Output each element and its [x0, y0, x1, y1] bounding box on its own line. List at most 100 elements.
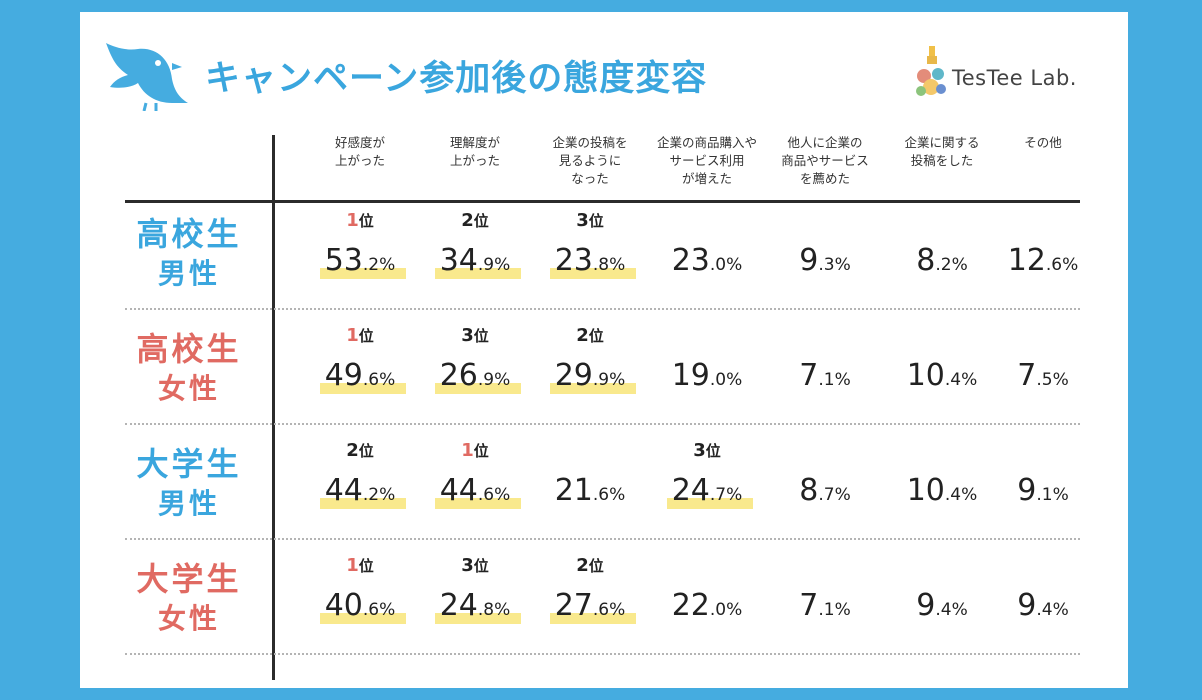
rank-label: 1位	[290, 210, 430, 231]
rank-highlight	[320, 268, 406, 279]
percent-decimal: .8%	[477, 600, 511, 620]
column-header-line: が増えた	[681, 171, 732, 186]
rank-suffix: 位	[358, 442, 374, 460]
percent-value: 24.7%	[637, 473, 777, 513]
percent-decimal: .6%	[592, 600, 626, 620]
percent-value: 9.1%	[973, 473, 1113, 513]
rank-suffix: 位	[473, 212, 489, 230]
percent-integer: 34	[439, 243, 478, 278]
percent-integer: 7	[1017, 358, 1037, 393]
rank-highlight	[550, 613, 636, 624]
column-header: 理解度が 上がった	[415, 134, 535, 170]
rank-number: 3	[461, 555, 474, 576]
percent-value: 7.5%	[973, 358, 1113, 398]
rank-number: 1	[461, 440, 474, 461]
percent-integer: 23	[554, 243, 593, 278]
percent-value: 24.8%	[405, 588, 545, 628]
row-header-divider	[272, 135, 275, 680]
rank-label: 2位	[290, 440, 430, 461]
percent-integer: 44	[439, 473, 478, 508]
rank-number: 2	[576, 325, 589, 346]
percent-decimal: .0%	[709, 255, 743, 275]
column-header: その他	[983, 134, 1103, 152]
percent-decimal: .6%	[362, 370, 396, 390]
column-header-line: その他	[1024, 135, 1062, 150]
percent-decimal: .6%	[362, 600, 396, 620]
row-separator	[125, 538, 1080, 540]
column-header: 他人に企業の 商品やサービス を薦めた	[765, 134, 885, 188]
percent-decimal: .0%	[709, 370, 743, 390]
rank-highlight	[667, 498, 753, 509]
percent-value: 29.9%	[520, 358, 660, 398]
percent-integer: 7	[799, 588, 819, 623]
rank-number: 1	[346, 325, 359, 346]
percent-value: 23.0%	[637, 243, 777, 283]
rank-suffix: 位	[358, 327, 374, 345]
percent-integer: 12	[1007, 243, 1046, 278]
percent-value: 27.6%	[520, 588, 660, 628]
row-separator	[125, 423, 1080, 425]
row-label-gender: 女性	[157, 602, 220, 635]
column-header: 企業に関する 投稿をした	[882, 134, 1002, 170]
row-label: 高校生 女性	[126, 329, 252, 409]
percent-decimal: .9%	[592, 370, 626, 390]
row-label-group: 大学生	[136, 445, 242, 483]
percent-integer: 9	[1017, 588, 1037, 623]
percent-integer: 9	[1017, 473, 1037, 508]
percent-decimal: .4%	[944, 485, 978, 505]
rank-label: 3位	[405, 325, 545, 346]
percent-integer: 10	[906, 358, 945, 393]
percent-value: 10.4%	[872, 473, 1012, 513]
percent-decimal: .1%	[818, 370, 851, 390]
percent-decimal: .8%	[592, 255, 626, 275]
rank-label: 1位	[290, 325, 430, 346]
rank-highlight	[435, 613, 521, 624]
percent-decimal: .4%	[944, 370, 978, 390]
infographic-card: キャンペーン参加後の態度変容 TesTee Lab. 好感度が 上がった 理解度が上…	[80, 12, 1128, 688]
percent-decimal: .2%	[362, 485, 396, 505]
percent-integer: 8	[916, 243, 936, 278]
percent-decimal: .9%	[477, 370, 511, 390]
column-header-line: 上がった	[334, 153, 385, 168]
rank-suffix: 位	[705, 442, 721, 460]
percent-value: 22.0%	[637, 588, 777, 628]
rank-label: 1位	[405, 440, 545, 461]
rank-suffix: 位	[473, 327, 489, 345]
brand-name: TesTee Lab.	[952, 66, 1077, 90]
percent-decimal: .1%	[1036, 485, 1069, 505]
rank-suffix: 位	[588, 557, 604, 575]
percent-decimal: .7%	[818, 485, 851, 505]
percent-value: 9.3%	[755, 243, 895, 283]
rank-number: 2	[346, 440, 359, 461]
percent-decimal: .6%	[592, 485, 626, 505]
column-header: 企業の商品購入や サービス利用 が増えた	[647, 134, 767, 188]
row-label-gender: 男性	[157, 487, 220, 520]
rank-highlight	[435, 498, 521, 509]
column-header-line: なった	[571, 171, 609, 186]
percent-decimal: .6%	[477, 485, 511, 505]
column-header-line: 好感度が	[334, 135, 385, 150]
percent-value: 12.6%	[973, 243, 1113, 283]
column-header-line: を薦めた	[799, 171, 850, 186]
percent-integer: 40	[324, 588, 363, 623]
percent-integer: 9	[799, 243, 819, 278]
percent-integer: 21	[554, 473, 593, 508]
column-header-line: 他人に企業の	[787, 135, 863, 150]
percent-value: 21.6%	[520, 473, 660, 513]
rank-highlight	[320, 383, 406, 394]
rank-label: 3位	[637, 440, 777, 461]
column-header: 好感度が 上がった	[300, 134, 420, 170]
column-header-line: 理解度が	[449, 135, 500, 150]
percent-decimal: .0%	[709, 600, 743, 620]
percent-decimal: .9%	[477, 255, 511, 275]
rank-highlight	[320, 613, 406, 624]
rank-label: 2位	[520, 325, 660, 346]
rank-label: 2位	[520, 555, 660, 576]
rank-suffix: 位	[358, 557, 374, 575]
row-label: 大学生 男性	[126, 444, 252, 524]
rank-suffix: 位	[358, 212, 374, 230]
percent-value: 53.2%	[290, 243, 430, 283]
column-header-divider	[125, 200, 1080, 203]
percent-value: 34.9%	[405, 243, 545, 283]
column-header-line: 上がった	[449, 153, 500, 168]
